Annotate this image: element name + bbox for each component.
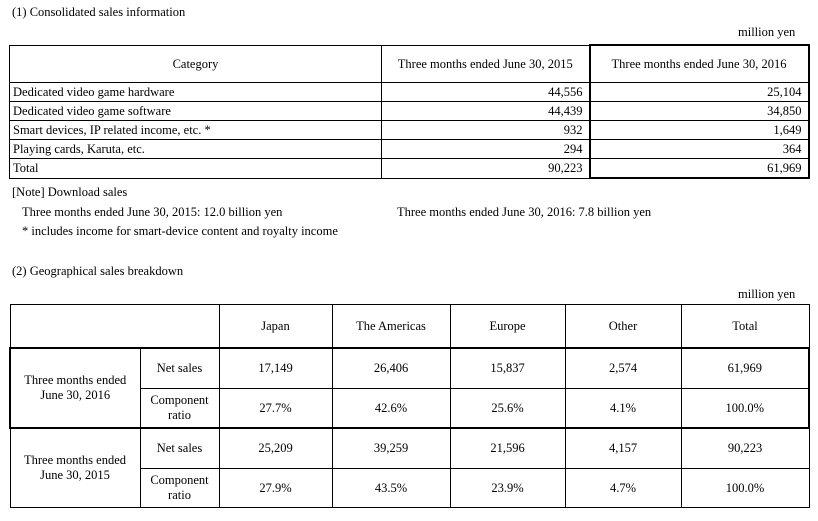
ratio-total: 100.0% bbox=[680, 388, 810, 429]
geographical-sales-table: Japan The Americas Europe Other Total Th… bbox=[9, 304, 810, 508]
table-row-total: Total 90,223 61,969 bbox=[9, 158, 810, 179]
value-2016: 61,969 bbox=[588, 158, 810, 179]
note-title: [Note] Download sales bbox=[12, 185, 128, 199]
net-americas: 39,259 bbox=[331, 427, 451, 469]
value-2015: 44,439 bbox=[381, 101, 590, 121]
net-total: 90,223 bbox=[680, 427, 810, 469]
value-2016: 34,850 bbox=[588, 101, 810, 121]
net-sales-label: Net sales bbox=[139, 347, 220, 389]
ratio-japan: 27.7% bbox=[218, 388, 333, 429]
value-2016: 25,104 bbox=[588, 82, 810, 102]
value-2016: 364 bbox=[588, 139, 810, 159]
net-sales-label: Net sales bbox=[139, 427, 220, 469]
section1-title: (1) Consolidated sales information bbox=[12, 5, 186, 19]
header-japan: Japan bbox=[218, 304, 333, 349]
value-2015: 932 bbox=[381, 120, 590, 140]
ratio-japan: 27.9% bbox=[218, 468, 333, 508]
header-2016: Three months ended June 30, 2016 bbox=[588, 44, 810, 83]
table-row: Dedicated video game software 44,439 34,… bbox=[9, 101, 810, 121]
consolidated-sales-table: Category Three months ended June 30, 201… bbox=[9, 44, 810, 179]
category-cell: Dedicated video game hardware bbox=[9, 82, 382, 102]
period-label-2016: Three months ended June 30, 2016 bbox=[9, 347, 141, 429]
category-cell: Smart devices, IP related income, etc. * bbox=[9, 120, 382, 140]
table-header-row: Category Three months ended June 30, 201… bbox=[9, 44, 810, 83]
ratio-europe: 23.9% bbox=[449, 468, 566, 508]
category-cell: Dedicated video game software bbox=[9, 101, 382, 121]
header-total: Total bbox=[680, 304, 810, 349]
header-2015: Three months ended June 30, 2015 bbox=[381, 44, 590, 83]
header-blank bbox=[9, 304, 220, 349]
value-2015: 44,556 bbox=[381, 82, 590, 102]
net-japan: 17,149 bbox=[218, 347, 333, 389]
table-header-row: Japan The Americas Europe Other Total bbox=[9, 304, 810, 349]
value-2016: 1,649 bbox=[588, 120, 810, 140]
section2-unit: million yen bbox=[738, 287, 796, 301]
header-other: Other bbox=[564, 304, 682, 349]
net-americas: 26,406 bbox=[331, 347, 451, 389]
header-category: Category bbox=[9, 44, 382, 83]
category-cell: Total bbox=[9, 158, 382, 179]
note-2016: Three months ended June 30, 2016: 7.8 bi… bbox=[397, 205, 652, 219]
table-row: Playing cards, Karuta, etc. 294 364 bbox=[9, 139, 810, 159]
net-total: 61,969 bbox=[680, 347, 810, 389]
ratio-europe: 25.6% bbox=[449, 388, 566, 429]
table-row: Dedicated video game hardware 44,556 25,… bbox=[9, 82, 810, 102]
value-2015: 90,223 bbox=[381, 158, 590, 179]
header-europe: Europe bbox=[449, 304, 566, 349]
table-row: Three months ended June 30, 2016 Net sal… bbox=[9, 347, 810, 429]
table-row: Three months ended June 30, 2015 Net sal… bbox=[9, 427, 810, 508]
ratio-other: 4.1% bbox=[564, 388, 682, 429]
footnote: * includes income for smart-device conte… bbox=[22, 224, 338, 238]
ratio-americas: 42.6% bbox=[331, 388, 451, 429]
value-2015: 294 bbox=[381, 139, 590, 159]
component-ratio-label: Component ratio bbox=[139, 388, 220, 429]
component-ratio-label: Component ratio bbox=[139, 468, 220, 508]
table-row: Component ratio 27.7% 42.6% 25.6% 4.1% 1… bbox=[10, 388, 810, 429]
net-europe: 21,596 bbox=[449, 427, 566, 469]
period-label-2015: Three months ended June 30, 2015 bbox=[9, 427, 141, 508]
table-row: Smart devices, IP related income, etc. *… bbox=[9, 120, 810, 140]
ratio-total: 100.0% bbox=[680, 468, 810, 508]
table-row: Component ratio 27.9% 43.5% 23.9% 4.7% 1… bbox=[10, 468, 810, 508]
ratio-americas: 43.5% bbox=[331, 468, 451, 508]
net-europe: 15,837 bbox=[449, 347, 566, 389]
net-other: 4,157 bbox=[564, 427, 682, 469]
section1-unit: million yen bbox=[738, 25, 796, 39]
section2-title: (2) Geographical sales breakdown bbox=[12, 264, 184, 278]
net-other: 2,574 bbox=[564, 347, 682, 389]
note-2015: Three months ended June 30, 2015: 12.0 b… bbox=[22, 205, 283, 219]
header-americas: The Americas bbox=[331, 304, 451, 349]
category-cell: Playing cards, Karuta, etc. bbox=[9, 139, 382, 159]
ratio-other: 4.7% bbox=[564, 468, 682, 508]
net-japan: 25,209 bbox=[218, 427, 333, 469]
